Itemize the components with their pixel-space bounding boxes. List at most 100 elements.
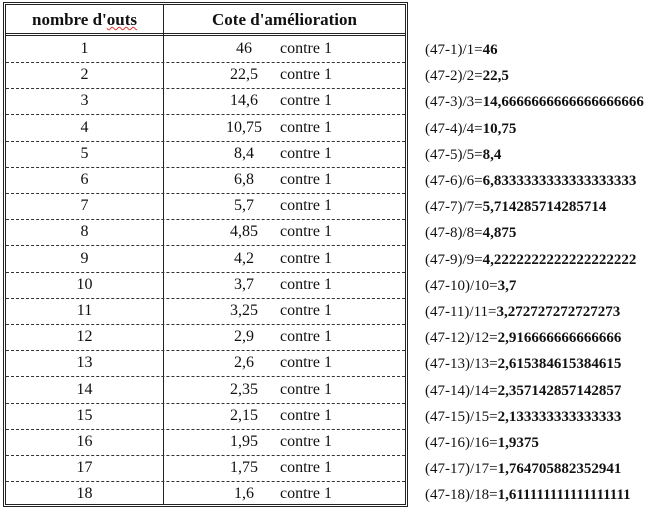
calculation: (47-18)/18=1,611111111111111111 xyxy=(425,487,631,504)
calc-result: 2,615384615384615 xyxy=(497,356,622,373)
odds-value: 2,15 xyxy=(230,406,258,424)
outs-count: 10 xyxy=(76,275,93,293)
calculation: (47-12)/12=2,916666666666666 xyxy=(425,330,621,347)
calc-result: 4,875 xyxy=(482,225,517,242)
against-label: contre 1 xyxy=(280,118,332,136)
calculation: (47-9)/9=4,2222222222222222222 xyxy=(425,252,636,269)
outs-count: 16 xyxy=(76,433,93,450)
calc-expression: (47-13)/13= xyxy=(425,356,498,373)
row-divider xyxy=(6,62,405,63)
row-divider xyxy=(6,245,405,247)
odds-value: 4,2 xyxy=(234,249,254,267)
row-divider xyxy=(6,402,405,404)
against-label: contre 1 xyxy=(280,380,332,398)
table-row: 1 46 contre 1 xyxy=(6,37,405,63)
odds-value: 2,9 xyxy=(234,328,254,346)
row-divider xyxy=(6,428,405,430)
calculation: (47-2)/2=22,5 xyxy=(425,68,509,85)
calc-result: 3,7 xyxy=(497,277,517,294)
header-outs: nombre d'outs xyxy=(6,10,163,30)
calc-expression: (47-1)/1= xyxy=(425,42,483,58)
table-row: 9 4,2 contre 1 xyxy=(6,247,405,273)
calc-expression: (47-8)/8= xyxy=(425,225,483,242)
calc-result: 46 xyxy=(482,42,498,58)
against-label: contre 1 xyxy=(280,171,332,188)
header-outs-word: outs xyxy=(106,10,138,29)
against-label: contre 1 xyxy=(280,459,332,477)
odds-value: 3,25 xyxy=(230,302,258,319)
outs-count: 15 xyxy=(76,406,93,424)
calc-result: 5,714285714285714 xyxy=(482,199,607,216)
odds-value: 2,35 xyxy=(230,380,258,398)
row-divider xyxy=(6,219,405,221)
header-outs-prefix: nombre d' xyxy=(31,10,107,29)
outs-count: 5 xyxy=(80,144,89,162)
calc-result: 2,133333333333333 xyxy=(497,408,622,425)
calculation: (47-8)/8=4,875 xyxy=(425,225,516,242)
table-row: 2 22,5 contre 1 xyxy=(6,63,405,90)
outs-count: 2 xyxy=(80,66,89,84)
row-divider xyxy=(6,271,405,273)
calculation: (47-7)/7=5,714285714285714 xyxy=(425,199,606,216)
table-row: 12 2,9 contre 1 xyxy=(6,325,405,352)
table-row: 8 4,85 contre 1 xyxy=(6,220,405,247)
calc-result: 1,611111111111111111 xyxy=(497,487,631,504)
against-label: contre 1 xyxy=(280,144,332,162)
outs-count: 14 xyxy=(76,380,93,398)
outs-count: 12 xyxy=(76,328,93,346)
outs-count: 9 xyxy=(80,249,89,267)
odds-value: 4,85 xyxy=(230,223,258,241)
against-label: contre 1 xyxy=(280,40,332,57)
odds-value: 10,75 xyxy=(226,118,262,136)
against-label: contre 1 xyxy=(280,406,332,424)
calc-expression: (47-5)/5= xyxy=(425,146,483,163)
calculation: (47-10)/10=3,7 xyxy=(425,278,516,295)
odds-table: nombre d'outs Cote d'amélioration 1 46 c… xyxy=(3,2,408,507)
calc-result: 4,2222222222222222222 xyxy=(482,251,637,268)
table-row: 5 8,4 contre 1 xyxy=(6,142,405,168)
calculation: (47-16)/16=1,9375 xyxy=(425,435,539,452)
against-label: contre 1 xyxy=(280,354,332,372)
calculation: (47-5)/5=8,4 xyxy=(425,147,501,164)
calc-result: 14,6666666666666666666 xyxy=(482,94,644,111)
against-label: contre 1 xyxy=(280,249,332,267)
calc-expression: (47-10)/10= xyxy=(425,277,498,294)
calc-expression: (47-7)/7= xyxy=(425,199,483,216)
calc-expression: (47-2)/2= xyxy=(425,68,483,85)
row-divider xyxy=(6,455,405,456)
row-divider xyxy=(6,88,405,90)
outs-count: 17 xyxy=(76,459,93,477)
against-label: contre 1 xyxy=(280,328,332,346)
outs-count: 8 xyxy=(80,223,89,241)
calculation: (47-14)/14=2,357142857142857 xyxy=(425,383,621,400)
outs-count: 7 xyxy=(80,197,89,215)
calculation: (47-17)/17=1,764705882352941 xyxy=(425,461,621,478)
odds-value: 5,7 xyxy=(234,197,254,215)
calc-expression: (47-4)/4= xyxy=(425,120,483,137)
row-divider xyxy=(6,297,405,299)
odds-value: 1,95 xyxy=(230,433,258,450)
outs-count: 3 xyxy=(80,92,89,110)
column-divider xyxy=(163,5,164,504)
table-row: 17 1,75 contre 1 xyxy=(6,456,405,483)
calculation: (47-1)/1=46 xyxy=(425,42,498,59)
calc-expression: (47-3)/3= xyxy=(425,94,483,111)
table-row: 4 10,75 contre 1 xyxy=(6,116,405,142)
calculation: (47-13)/13=2,615384615384615 xyxy=(425,356,621,373)
calc-result: 1,764705882352941 xyxy=(497,461,622,478)
odds-value: 46 xyxy=(236,40,252,57)
calculation: (47-11)/11=3,272727272727273 xyxy=(425,304,620,321)
calc-expression: (47-9)/9= xyxy=(425,251,483,268)
calc-expression: (47-17)/17= xyxy=(425,461,498,478)
row-divider xyxy=(6,193,405,194)
against-label: contre 1 xyxy=(280,223,332,241)
calc-expression: (47-15)/15= xyxy=(425,408,498,425)
against-label: contre 1 xyxy=(280,485,332,503)
against-label: contre 1 xyxy=(280,302,332,319)
calculation: (47-6)/6=6,8333333333333333333 xyxy=(425,173,636,190)
row-divider xyxy=(6,376,405,378)
outs-count: 11 xyxy=(76,302,93,319)
calc-result: 2,357142857142857 xyxy=(497,382,622,399)
calc-expression: (47-6)/6= xyxy=(425,173,483,189)
table-row: 15 2,15 contre 1 xyxy=(6,404,405,430)
